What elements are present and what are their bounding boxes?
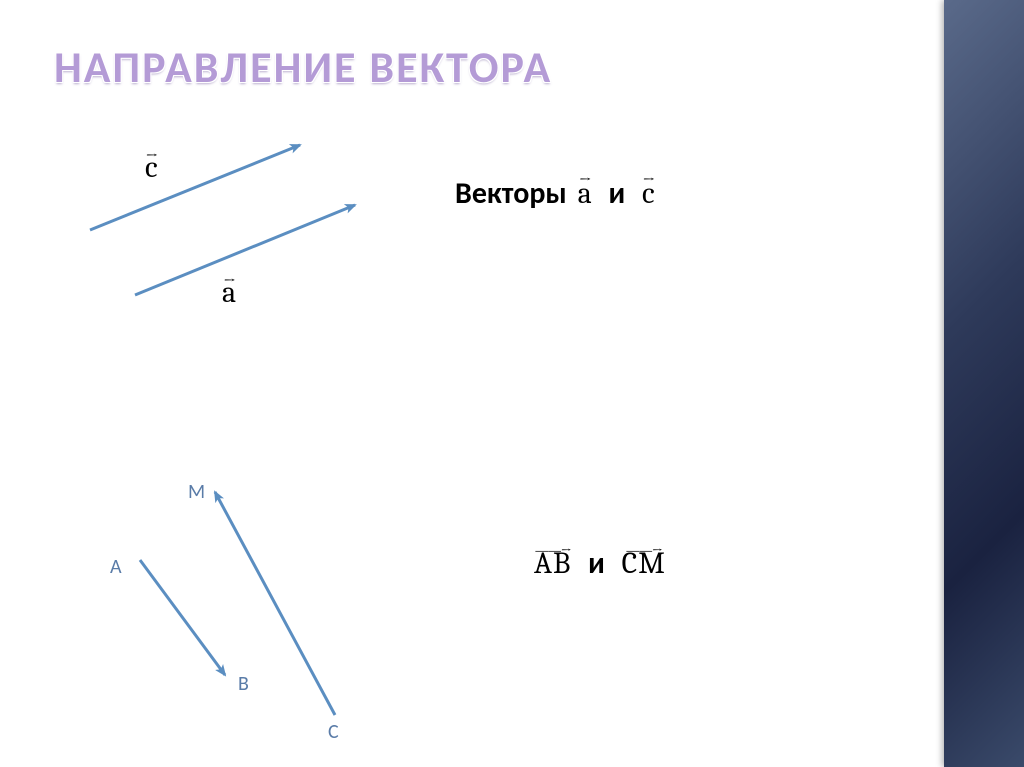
label-c: → c — [145, 150, 158, 185]
text-line-1: Векторы → a и → c — [455, 175, 659, 212]
text-line-2: ——→ AB и ——→ CM — [530, 545, 670, 582]
vector-a-arrow — [135, 205, 355, 295]
text-line-1-vec-a: → a — [578, 176, 592, 211]
text-line-1-conj: и — [609, 175, 626, 212]
text-line-2-vec-cm: ——→ CM — [622, 546, 666, 581]
label-a: → a — [222, 275, 236, 310]
point-label-a: A — [110, 555, 122, 579]
vector-cm-arrow — [215, 492, 335, 715]
vector-ab-arrow — [140, 560, 225, 675]
vec-a-arrow-over: → — [578, 172, 592, 188]
text-line-1-vec-c: → c — [642, 176, 655, 211]
vector-diagram — [0, 0, 1024, 767]
point-label-m: M — [188, 480, 205, 504]
vec-ab-arrow-over: ——→ — [534, 544, 571, 558]
text-line-1-prefix: Векторы — [455, 175, 567, 212]
vec-cm-arrow-over: ——→ — [622, 544, 666, 558]
label-c-arrow-over: → — [145, 148, 158, 164]
text-line-2-conj: и — [588, 545, 605, 582]
label-a-arrow-over: → — [222, 273, 236, 289]
point-label-c: C — [328, 720, 339, 744]
point-label-b: B — [238, 672, 249, 696]
vector-c-arrow — [90, 145, 300, 230]
vec-c-arrow-over: → — [642, 172, 655, 188]
text-line-2-vec-ab: ——→ AB — [534, 546, 571, 581]
